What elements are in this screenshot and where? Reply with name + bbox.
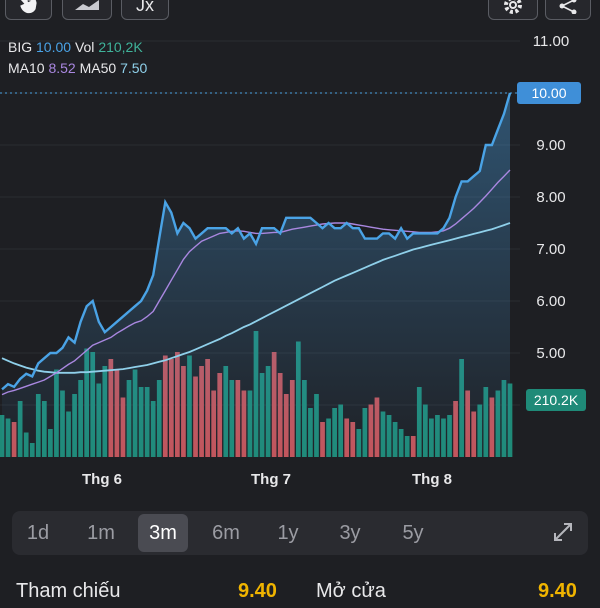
- area-chart-icon: [75, 0, 99, 10]
- range-6m[interactable]: 6m: [212, 521, 240, 544]
- ma10-label: MA10: [8, 60, 45, 76]
- gear-icon: [504, 0, 522, 14]
- date-axis: Thg 6 Thg 7 Thg 8: [82, 471, 452, 488]
- y-tick-label: 11.00: [533, 33, 569, 50]
- open-price-label: Mở cửa: [316, 580, 386, 602]
- legend-row-ma: MA10 8.52 MA50 7.50: [8, 58, 147, 79]
- ma50-value: 7.50: [120, 60, 148, 76]
- draw-tool-button[interactable]: [5, 0, 52, 20]
- x-tick-label: Thg 7: [251, 471, 291, 488]
- y-tick-label: 9.00: [536, 137, 565, 154]
- range-5y[interactable]: 5y: [402, 521, 424, 544]
- y-tick-label: 6.00: [536, 293, 565, 310]
- ma50-line: [1, 222, 511, 374]
- range-1d[interactable]: 1d: [26, 521, 50, 544]
- y-tick-label: 5.00: [536, 345, 565, 362]
- settings-button[interactable]: [488, 0, 538, 20]
- hand-pointer-icon: [19, 0, 37, 14]
- share-icon: [559, 0, 577, 14]
- chart-legend: BIG 10.00 Vol 210,2K MA10 8.52 MA50 7.50: [8, 37, 147, 79]
- formula-label: Jx: [136, 0, 154, 15]
- y-tick-label: 8.00: [536, 189, 565, 206]
- price-line: [1, 92, 512, 391]
- chart-style-button[interactable]: [62, 0, 112, 20]
- legend-row-price: BIG 10.00 Vol 210,2K: [8, 37, 147, 58]
- open-price-value: 9.40: [538, 580, 577, 602]
- indicator-button[interactable]: Jx: [121, 0, 169, 20]
- range-3y[interactable]: 3y: [339, 521, 361, 544]
- expand-icon[interactable]: [552, 521, 574, 543]
- ref-price-label: Tham chiếu: [16, 580, 121, 602]
- current-volume-tag: 210.2K: [526, 389, 586, 411]
- ma10-value: 8.52: [48, 60, 76, 76]
- range-selector: 1d 1m 3m 6m 1y 3y 5y: [12, 511, 588, 555]
- current-price-tag: 10.00: [517, 82, 581, 104]
- range-1m[interactable]: 1m: [87, 521, 115, 544]
- range-1y[interactable]: 1y: [277, 521, 299, 544]
- range-3m[interactable]: 3m: [138, 514, 188, 552]
- y-tick-label: 7.00: [536, 241, 565, 258]
- x-tick-label: Thg 6: [82, 471, 122, 488]
- share-button[interactable]: [545, 0, 591, 20]
- ref-price-value: 9.40: [238, 580, 277, 602]
- symbol-label: BIG: [8, 39, 33, 55]
- ma50-label: MA50: [79, 60, 117, 76]
- vol-label: Vol: [74, 39, 95, 55]
- price-area: [2, 93, 510, 457]
- current-price-label: 10.00: [531, 85, 566, 101]
- x-tick-label: Thg 8: [412, 471, 452, 488]
- chart-toolbar: Jx: [0, 0, 600, 24]
- current-volume-label: 210.2K: [534, 392, 579, 408]
- stats-row: Tham chiếu 9.40 Mở cửa 9.40: [0, 578, 600, 608]
- price-value: 10.00: [36, 39, 72, 55]
- vol-value: 210,2K: [98, 39, 143, 55]
